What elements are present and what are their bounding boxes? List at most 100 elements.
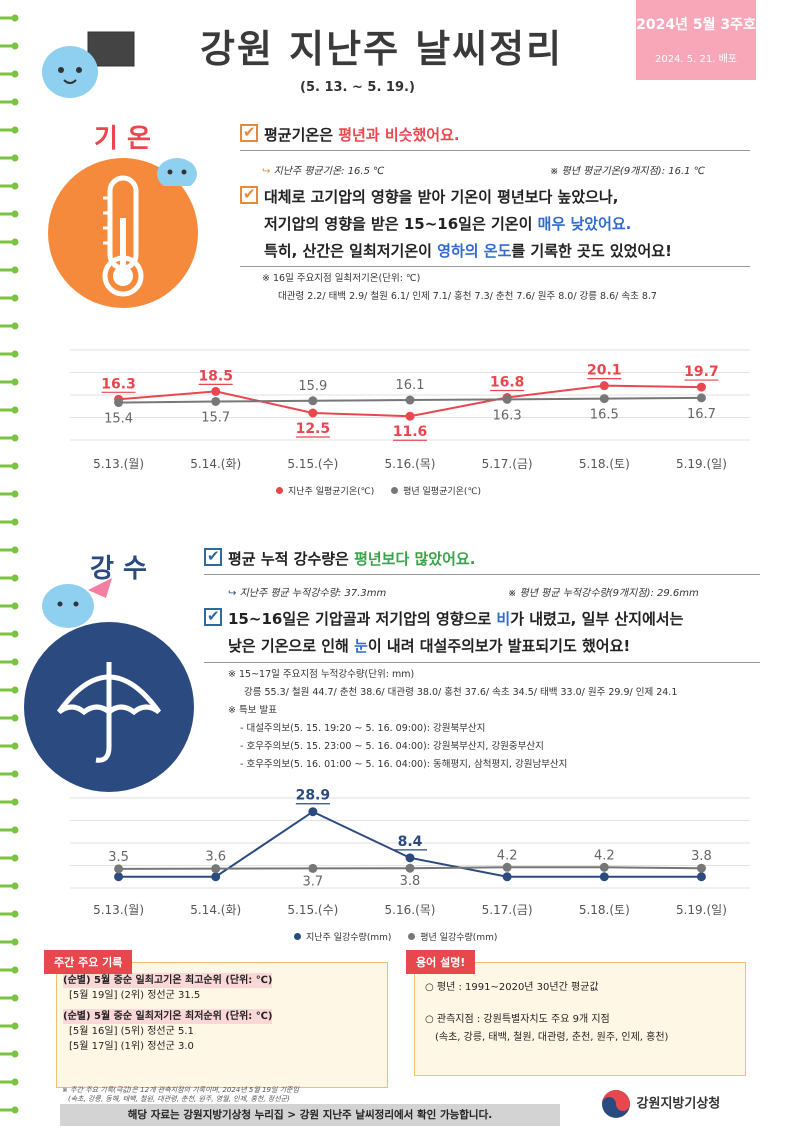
rain-sub-left: ↪ 지난주 평균 누적강수량: 37.3mm	[228, 588, 387, 599]
data-point	[405, 853, 415, 863]
character-peek-icon	[157, 158, 197, 186]
x-tick-label: 5.18.(토)	[579, 457, 630, 471]
data-label: 19.7	[684, 364, 719, 380]
data-label: 15.7	[201, 410, 230, 425]
rain-sub-right: ※ 평년 평균 누적강수량(9개지점): 29.6mm	[508, 588, 699, 599]
agency-name: 강원지방기상청	[636, 1096, 721, 1112]
spiral-binding	[0, 14, 19, 1114]
temp-sub-right: ※ 평년 평균기온(9개지점): 16.1 ℃	[550, 166, 705, 177]
x-tick-label: 5.13.(월)	[93, 457, 144, 471]
x-tick-label: 5.14.(화)	[190, 457, 241, 471]
data-point	[599, 394, 609, 404]
checkbox-icon	[204, 543, 222, 570]
data-label: 11.6	[393, 424, 428, 440]
data-point	[405, 411, 415, 421]
rain-section-title: 강 수	[90, 554, 147, 584]
footer-note: 해당 자료는 강원지방기상청 누리집 > 강원 지난주 날씨정리에서 확인 가능…	[60, 1104, 560, 1126]
x-tick-label: 5.16.(목)	[385, 903, 436, 917]
issue-date: 2024. 5. 21. 배포	[654, 54, 737, 65]
data-point	[211, 872, 221, 882]
data-point	[405, 863, 415, 873]
records-tag: 주간 주요 기록	[44, 950, 133, 974]
data-point	[308, 863, 318, 873]
thermometer-icon	[102, 175, 144, 297]
records-panel: (순별) 5월 중순 일최고기온 최고순위 (단위: ℃) [5월 19일] (…	[56, 962, 388, 1088]
issue-number: 2024년 5월 3주호	[636, 17, 756, 33]
data-point	[211, 396, 221, 406]
x-tick-label: 5.17.(금)	[482, 457, 533, 471]
data-label: 4.2	[594, 848, 615, 863]
temp-legend: 지난주 일평균기온(℃) 평년 일평균기온(℃)	[262, 484, 481, 497]
data-point	[308, 408, 318, 418]
taegeuk-logo-icon	[602, 1090, 630, 1118]
data-point	[211, 386, 221, 396]
umbrella-circle	[24, 622, 194, 792]
term-stations-list: (속초, 강릉, 태백, 철원, 대관령, 춘천, 원주, 인제, 홍천)	[435, 1032, 669, 1043]
legend-temp-week: 지난주 일평균기온(℃)	[288, 487, 375, 497]
data-point	[599, 872, 609, 882]
checkbox-icon	[204, 603, 222, 630]
data-label: 16.1	[396, 378, 425, 393]
temp-bullet-2: 대체로 고기압의 영향을 받아 기온이 평년보다 높았으나, 저기압의 영향을 …	[240, 181, 672, 265]
umbrella-icon	[56, 662, 162, 763]
data-label: 3.8	[691, 849, 712, 864]
data-label: 28.9	[296, 788, 331, 804]
data-point	[696, 863, 706, 873]
data-label: 3.8	[400, 874, 421, 889]
data-point	[114, 872, 124, 882]
data-label: 8.4	[398, 834, 423, 850]
data-point	[114, 398, 124, 408]
term-stations: ○ 관측지점 : 강원특별자치도 주요 9개 지점	[425, 1014, 610, 1025]
character-mascot-icon	[42, 31, 135, 98]
data-label: 16.3	[101, 376, 136, 392]
checkbox-icon	[240, 119, 258, 146]
page-title: 강원 지난주 날씨정리	[200, 27, 564, 71]
data-label: 16.5	[590, 408, 619, 423]
data-label: 3.7	[303, 874, 324, 889]
data-point	[696, 872, 706, 882]
records-footnote: ※ 주간 주요 기록(극값)은 12개 관측지점의 기록이며, 2024년 5월…	[62, 1086, 299, 1103]
data-point	[502, 862, 512, 872]
record-heading-low: (순별) 5월 중순 일최저기온 최저순위 (단위: ℃)	[63, 1009, 273, 1024]
record-row: [5월 16일] (5위) 정선군 5.1	[69, 1026, 194, 1037]
rain-bullet-1: 평균 누적 강수량은 평년보다 많았어요.	[204, 543, 475, 573]
rain-legend: 지난주 일강수량(mm) 평년 일강수량(mm)	[280, 930, 497, 943]
period-label: (5. 13. ~ 5. 19.)	[300, 80, 415, 95]
data-label: 16.3	[493, 408, 522, 423]
data-label: 16.7	[687, 407, 716, 422]
x-tick-label: 5.14.(화)	[190, 903, 241, 917]
data-label: 3.6	[205, 850, 226, 865]
temp-section-title: 기 온	[94, 124, 151, 154]
record-row: [5월 17일] (1위) 정선군 3.0	[69, 1041, 194, 1052]
issue-badge: 2024년 5월 3주호 2024. 5. 21. 배포	[636, 0, 756, 80]
data-point	[405, 395, 415, 405]
data-label: 18.5	[198, 368, 233, 384]
term-normal: ○ 평년 : 1991~2020년 30년간 평균값	[425, 982, 599, 993]
data-label: 16.8	[490, 375, 525, 391]
x-tick-label: 5.19.(일)	[676, 903, 727, 917]
agency-logo: 강원지방기상청	[600, 1088, 720, 1120]
data-point	[696, 393, 706, 403]
data-label: 15.9	[298, 379, 327, 394]
legend-rain-week: 지난주 일강수량(mm)	[306, 933, 392, 943]
data-label: 4.2	[497, 848, 518, 863]
temp-note: ※ 16일 주요지점 일최저기온(단위: ℃) 대관령 2.2/ 태백 2.9/…	[262, 273, 657, 302]
x-tick-label: 5.17.(금)	[482, 903, 533, 917]
x-tick-label: 5.13.(월)	[93, 903, 144, 917]
rain-bullet-2: 15~16일은 기압골과 저기압의 영향으로 비가 내렸고, 일부 산지에서는 …	[204, 603, 683, 660]
data-label: 3.5	[108, 850, 129, 865]
data-point	[211, 864, 221, 874]
x-tick-label: 5.15.(수)	[287, 903, 338, 917]
x-tick-label: 5.16.(목)	[385, 457, 436, 471]
data-point	[599, 862, 609, 872]
terms-panel: ○ 평년 : 1991~2020년 30년간 평균값 ○ 관측지점 : 강원특별…	[414, 962, 746, 1076]
legend-rain-normal: 평년 일강수량(mm)	[420, 933, 498, 943]
rain-line-chart: 5.13.(월) 5.14.(화) 5.15.(수) 5.16.(목) 5.17.(금)…	[70, 788, 750, 917]
temp-line-chart: 5.13.(월) 5.14.(화) 5.15.(수) 5.16.(목) 5.17.(금)…	[70, 349, 750, 471]
data-point	[114, 864, 124, 874]
data-point	[599, 381, 609, 391]
character-umbrella-icon	[42, 578, 112, 628]
data-label: 12.5	[296, 421, 331, 437]
x-tick-label: 5.18.(토)	[579, 903, 630, 917]
data-label: 20.1	[587, 363, 622, 379]
